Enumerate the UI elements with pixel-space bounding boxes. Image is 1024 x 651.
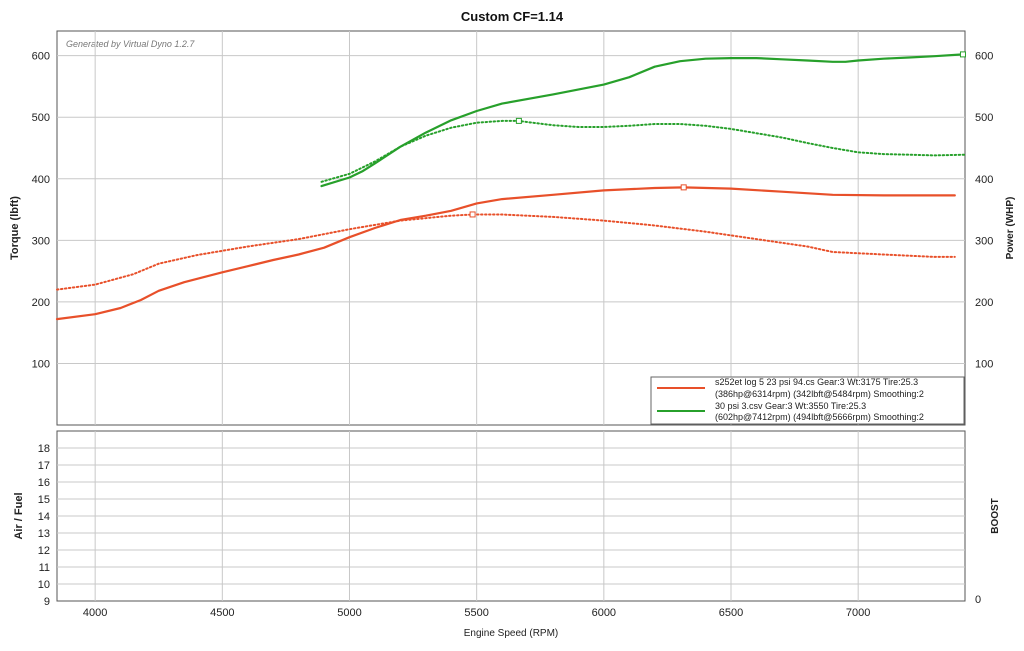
rpm-tick-label: 4000 <box>83 607 107 619</box>
rpm-tick-label: 7000 <box>846 607 870 619</box>
torque-tick-label: 400 <box>32 174 50 186</box>
torque-axis-label: Torque (lbft) <box>9 196 21 260</box>
afr-tick-label: 16 <box>38 477 50 489</box>
afr-tick-label: 13 <box>38 528 50 540</box>
torque-tick-label: 600 <box>32 51 50 63</box>
afr-tick-label: 12 <box>38 545 50 557</box>
rpm-axis-ticks: 4000 4500 5000 5500 6000 6500 7000 <box>83 607 871 619</box>
torque-axis-ticks: 100 200 300 400 500 600 <box>32 51 50 371</box>
rpm-tick-label: 6000 <box>592 607 616 619</box>
afr-axis-label: Air / Fuel <box>13 492 25 539</box>
bottom-grid <box>57 431 965 601</box>
boost-axis-label: BOOST <box>990 498 1001 534</box>
run1-torque-peak-marker <box>469 211 476 218</box>
legend-box <box>650 376 965 425</box>
torque-tick-label: 500 <box>32 112 50 124</box>
run1-power-line <box>55 186 956 321</box>
afr-tick-label: 15 <box>38 494 50 506</box>
torque-power-plot-area <box>56 30 966 426</box>
torque-tick-label: 100 <box>32 358 50 370</box>
legend-run2-line1: 30 psi 3.csv Gear:3 Wt:3550 Tire:25.3 <box>715 401 866 411</box>
run1-torque-line <box>56 213 956 291</box>
torque-tick-label: 200 <box>32 297 50 309</box>
power-tick-label: 100 <box>975 358 993 370</box>
rpm-tick-label: 5000 <box>337 607 361 619</box>
run2-torque-peak-marker <box>515 117 522 124</box>
series-layer <box>55 51 966 321</box>
afr-tick-label: 11 <box>39 562 50 574</box>
legend-run1-line2: (386hp@6314rpm) (342lbft@5484rpm) Smooth… <box>715 389 924 399</box>
afr-tick-label: 9 <box>44 596 50 608</box>
power-axis-ticks: 100 200 300 400 500 600 <box>975 51 993 371</box>
power-tick-label: 600 <box>975 51 993 63</box>
legend-run2-line2: (602hp@7412rpm) (494lbft@5666rpm) Smooth… <box>715 412 924 422</box>
afr-tick-label: 10 <box>38 579 50 591</box>
rpm-axis-label: Engine Speed (RPM) <box>464 628 559 639</box>
power-axis-label: Power (WHP) <box>1005 197 1016 260</box>
afr-tick-label: 14 <box>38 511 50 523</box>
chart-title: Custom CF=1.14 <box>461 9 564 24</box>
boost-tick-label: 0 <box>975 594 981 606</box>
power-tick-label: 400 <box>975 174 993 186</box>
run2-torque-line <box>320 119 966 183</box>
run1-power-peak-marker <box>680 184 687 191</box>
legend-run1-line1: s252et log 5 23 psi 94.cs Gear:3 Wt:3175… <box>715 377 918 387</box>
afr-tick-label: 17 <box>38 460 50 472</box>
rpm-tick-label: 4500 <box>210 607 234 619</box>
power-tick-label: 300 <box>975 235 993 247</box>
watermark: Generated by Virtual Dyno 1.2.7 <box>66 39 195 49</box>
torque-tick-label: 300 <box>32 235 50 247</box>
afr-tick-label: 18 <box>38 443 50 455</box>
legend: s252et log 5 23 psi 94.cs Gear:3 Wt:3175… <box>650 376 965 425</box>
rpm-tick-label: 5500 <box>464 607 488 619</box>
top-grid <box>57 31 965 425</box>
power-tick-label: 200 <box>975 297 993 309</box>
afr-axis-ticks: 9 10 11 12 13 14 15 16 17 18 <box>38 443 50 608</box>
run2-power-peak-marker <box>959 51 966 58</box>
boost-axis-ticks: 0 <box>975 594 981 606</box>
rpm-tick-label: 6500 <box>719 607 743 619</box>
power-tick-label: 500 <box>975 112 993 124</box>
